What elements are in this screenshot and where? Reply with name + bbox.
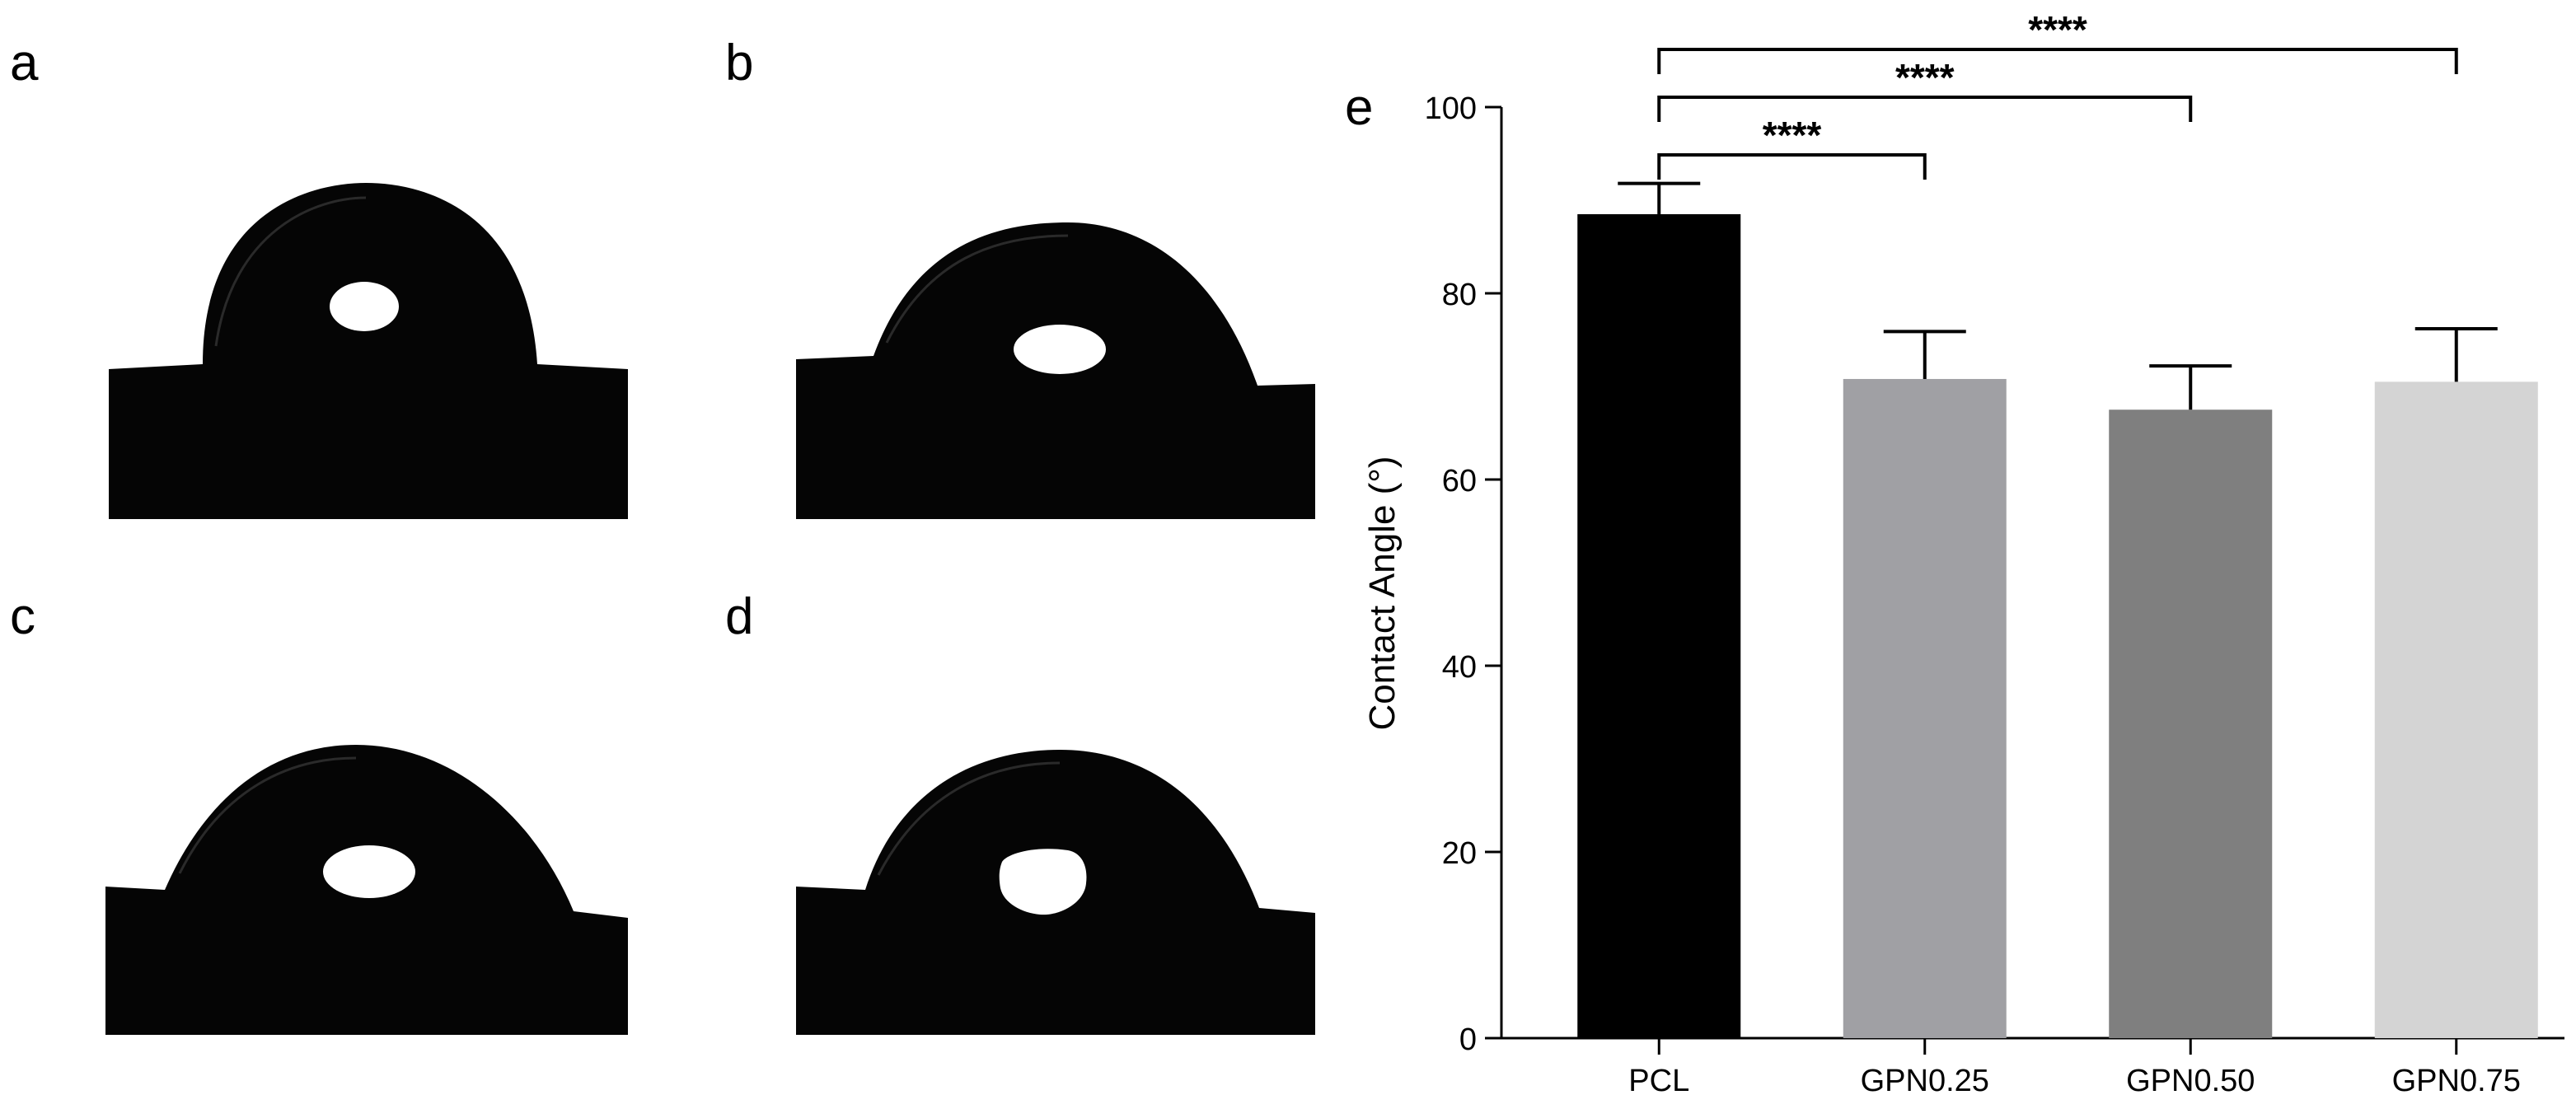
y-tick-label: 0 [1459,1022,1477,1057]
panel-label-b: b [725,35,754,91]
bar-PCL [1577,213,1741,1038]
droplet-photo-b [796,219,1315,519]
droplet-photo-d [796,746,1315,1035]
y-tick-label: 40 [1442,650,1477,685]
significance-bracket [1657,96,2193,122]
y-tick-label: 100 [1425,91,1477,126]
bars [1577,213,2538,1039]
panel-label-c: c [10,588,35,645]
droplet-photo-a [109,181,628,519]
bar-GPN0.75 [2374,381,2538,1039]
significance-label: **** [1763,114,1822,157]
x-tick-label: PCL [1628,1064,1689,1098]
panel-label-d: d [725,588,754,645]
y-tick-label: 80 [1442,278,1477,312]
x-tick-label: GPN0.75 [2392,1064,2521,1098]
y-axis: 0 20 40 60 80 100 [1425,91,1503,1057]
panel-label-e: e [1345,79,1374,136]
x-tick-label: GPN0.50 [2126,1064,2255,1098]
significance-label: **** [1895,56,1955,99]
x-axis: PCL GPN0.25 GPN0.50 GPN0.75 [1501,1036,2564,1098]
y-tick-label: 60 [1442,464,1477,498]
error-bars [1618,181,2498,410]
bar-GPN0.50 [2109,409,2273,1038]
panel-label-a: a [10,35,39,91]
significance-bracket [1657,48,2458,74]
y-axis-label: Contact Angle (°) [1362,456,1403,730]
x-tick-label: GPN0.25 [1861,1064,1989,1098]
droplet-photo-c [105,742,628,1035]
significance-brackets: **** **** **** [1657,8,2458,180]
y-tick-label: 20 [1442,836,1477,871]
significance-bracket [1657,153,1927,180]
significance-label: **** [2028,8,2087,51]
bar-GPN0.25 [1843,378,2007,1039]
